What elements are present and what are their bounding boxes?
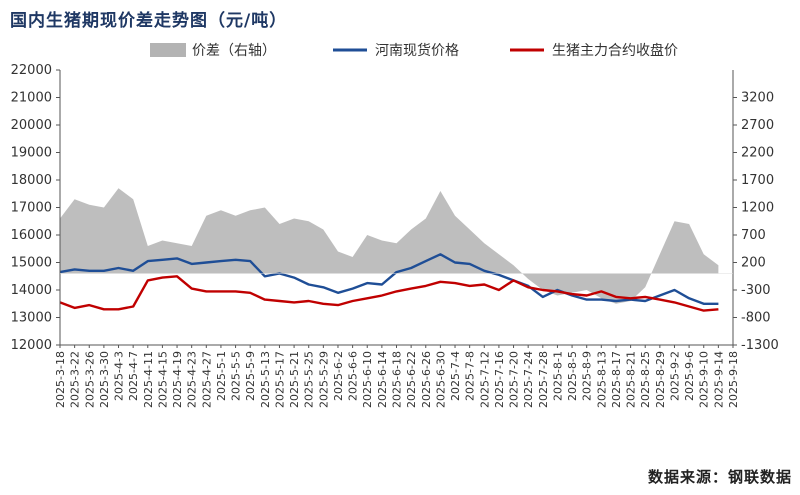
right-tick-label: -800 — [741, 311, 771, 326]
axes-layer: 12000 13000 14000 15000 16000 17000 18000 19000… — [11, 63, 779, 408]
chart-title: 国内生猪期现价差走势图（元/吨） — [10, 11, 288, 31]
x-tick-label: 2025-4-11 — [142, 351, 155, 408]
x-tick-label: 2025-6-30 — [434, 351, 447, 408]
x-tick-label: 2025-4-3 — [113, 351, 126, 401]
x-tick-label: 2025-7-4 — [449, 351, 462, 401]
x-tick-label: 2025-8-21 — [625, 351, 638, 408]
x-tick-label: 2025-6-2 — [332, 351, 345, 401]
data-source-note: 数据来源：钢联数据 — [647, 468, 792, 486]
futures-close-line — [59, 275, 719, 312]
left-tick-label: 18000 — [11, 173, 52, 188]
x-tick-label: 2025-6-22 — [405, 351, 418, 408]
legend-label: 生猪主力合约收盘价 — [552, 42, 678, 59]
right-tick-label: 1700 — [741, 173, 774, 188]
x-tick-label: 2025-8-25 — [639, 351, 652, 408]
x-tick-label: 2025-8-9 — [581, 351, 594, 401]
x-tick-label: 2025-8-13 — [595, 351, 608, 408]
legend-label: 河南现货价格 — [375, 42, 459, 59]
left-tick-label: 13000 — [11, 311, 52, 326]
x-tick-label: 2025-6-6 — [347, 351, 360, 401]
x-tick-label: 2025-6-26 — [420, 351, 433, 408]
x-tick-label: 2025-7-20 — [508, 351, 521, 408]
x-tick-label: 2025-3-30 — [98, 351, 111, 408]
x-tick-label: 2025-5-1 — [215, 351, 228, 401]
x-tick-label: 2025-8-5 — [566, 351, 579, 401]
left-tick-label: 20000 — [11, 118, 52, 133]
spread-area-layer — [60, 188, 719, 304]
x-tick-label: 2025-5-29 — [317, 351, 330, 408]
left-tick-label: 14000 — [11, 283, 52, 298]
x-tick-label: 2025-3-18 — [54, 351, 67, 408]
x-tick-label: 2025-5-25 — [303, 351, 316, 408]
left-tick-label: 16000 — [11, 228, 52, 243]
x-tick-label: 2025-9-18 — [727, 351, 740, 408]
x-tick-label: 2025-9-6 — [683, 351, 696, 401]
price-lines-layer — [59, 253, 719, 312]
x-tick-label: 2025-4-27 — [200, 351, 213, 408]
left-tick-label: 19000 — [11, 146, 52, 161]
x-tick-label: 2025-4-15 — [156, 351, 169, 408]
right-tick-label: 700 — [741, 228, 766, 243]
x-tick-label: 2025-3-26 — [83, 351, 96, 408]
x-tick-label: 2025-4-7 — [127, 351, 140, 401]
x-tick-label: 2025-4-23 — [186, 351, 199, 408]
x-tick-label: 2025-8-1 — [551, 351, 564, 401]
right-tick-label: 2700 — [741, 118, 774, 133]
left-tick-label: 12000 — [11, 338, 52, 353]
left-tick-label: 22000 — [11, 63, 52, 78]
x-tick-label: 2025-9-14 — [712, 351, 725, 408]
x-tick-label: 2025-7-12 — [478, 351, 491, 408]
x-tick-label: 2025-5-21 — [288, 351, 301, 408]
x-tick-label: 2025-5-17 — [273, 351, 286, 408]
x-tick-label: 2025-3-22 — [69, 351, 82, 408]
x-tick-label: 2025-7-16 — [493, 351, 506, 408]
spread-area — [60, 188, 719, 304]
legend-swatch-spread — [150, 43, 186, 57]
left-tick-label: 21000 — [11, 91, 52, 106]
right-tick-label: 3200 — [741, 91, 774, 106]
x-tick-label: 2025-6-10 — [361, 351, 374, 408]
x-tick-label: 2025-5-9 — [244, 351, 257, 401]
x-tick-label: 2025-7-24 — [522, 351, 535, 408]
legend-label: 价差（右轴） — [192, 43, 276, 59]
x-tick-label: 2025-7-8 — [464, 351, 477, 401]
x-tick-label: 2025-8-17 — [610, 351, 623, 408]
right-tick-label: 1200 — [741, 201, 774, 216]
x-tick-label: 2025-5-5 — [230, 351, 243, 401]
left-tick-label: 17000 — [11, 201, 52, 216]
right-tick-label: 200 — [741, 256, 766, 271]
right-tick-label: -300 — [741, 283, 771, 298]
x-tick-label: 2025-7-28 — [537, 351, 550, 408]
right-tick-label: 2200 — [741, 146, 774, 161]
x-tick-label: 2025-8-29 — [654, 351, 667, 408]
x-tick-label: 2025-5-13 — [259, 351, 272, 408]
right-tick-label: -1300 — [741, 338, 779, 353]
left-tick-label: 15000 — [11, 256, 52, 271]
x-tick-label: 2025-9-2 — [668, 351, 681, 401]
legend: 价差（右轴） 河南现货价格 生猪主力合约收盘价 — [150, 42, 678, 59]
x-tick-label: 2025-6-14 — [376, 351, 389, 408]
x-tick-label: 2025-4-19 — [171, 351, 184, 408]
x-tick-label: 2025-6-18 — [391, 351, 404, 408]
x-tick-label: 2025-9-10 — [698, 351, 711, 408]
henan-spot-line — [59, 253, 719, 305]
